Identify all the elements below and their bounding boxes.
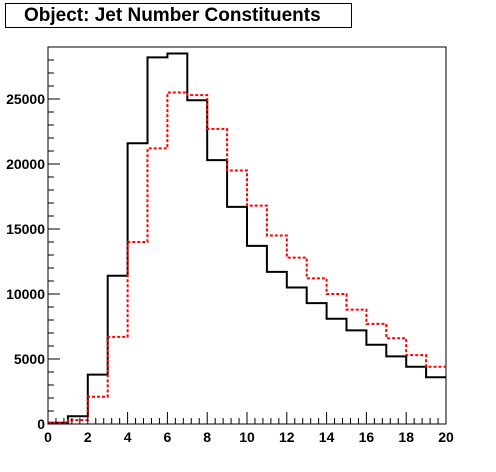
series-layer <box>48 52 446 424</box>
y-tick-label: 0 <box>37 416 45 432</box>
y-tick-label: 5000 <box>14 351 45 367</box>
x-tick-label: 16 <box>359 429 375 445</box>
x-tick-label: 4 <box>124 429 132 445</box>
series-0-line <box>48 52 446 424</box>
axis-layer: 0 2 4 6 8 10 12 14 16 18 20 0 5000 10000 15000 20000 250… <box>6 46 454 445</box>
x-tick-label: 10 <box>239 429 255 445</box>
x-tick-label: 20 <box>438 429 454 445</box>
chart-title: Object: Jet Number Constituents <box>5 3 352 28</box>
x-tick-label: 6 <box>164 429 172 445</box>
y-tick-label: 20000 <box>6 156 45 172</box>
y-tick-label: 15000 <box>6 221 45 237</box>
x-tick-label: 12 <box>279 429 295 445</box>
x-tick-label: 0 <box>44 429 52 445</box>
x-tick-label: 18 <box>398 429 414 445</box>
y-tick-label: 25000 <box>6 91 45 107</box>
x-tick-label: 2 <box>84 429 92 445</box>
series-1-line <box>48 91 446 424</box>
x-tick-label: 14 <box>319 429 335 445</box>
x-tick-label: 8 <box>203 429 211 445</box>
y-tick-label: 10000 <box>6 286 45 302</box>
